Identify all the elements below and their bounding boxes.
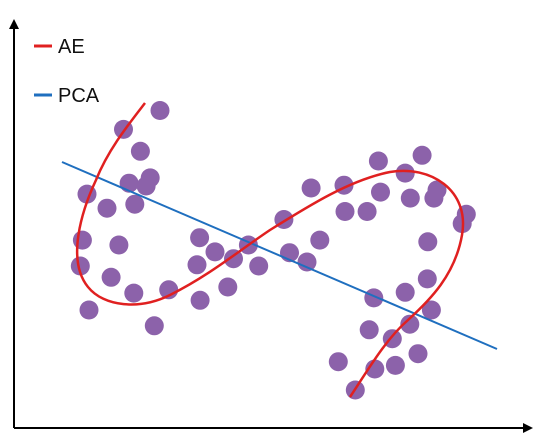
data-points bbox=[70, 101, 476, 400]
data-point-10 bbox=[72, 230, 92, 250]
data-point-30 bbox=[301, 178, 321, 198]
data-point-25 bbox=[249, 256, 269, 276]
data-point-9 bbox=[125, 194, 145, 214]
data-point-19 bbox=[218, 277, 238, 297]
data-point-8 bbox=[97, 198, 117, 218]
data-point-43 bbox=[418, 232, 438, 252]
data-point-35 bbox=[368, 151, 388, 171]
legend-pca-label: PCA bbox=[58, 85, 100, 107]
data-point-18 bbox=[190, 290, 210, 310]
data-point-21 bbox=[190, 228, 210, 248]
data-point-12 bbox=[70, 256, 90, 276]
data-point-37 bbox=[412, 145, 432, 165]
data-point-20 bbox=[187, 255, 207, 275]
data-point-46 bbox=[421, 300, 441, 320]
data-point-52 bbox=[385, 355, 405, 375]
data-point-45 bbox=[395, 282, 415, 302]
data-point-44 bbox=[417, 269, 437, 289]
legend-ae-label: AE bbox=[58, 36, 85, 58]
ae-curve bbox=[75, 102, 465, 398]
data-point-34 bbox=[371, 182, 390, 202]
data-point-3 bbox=[130, 141, 150, 161]
data-point-22 bbox=[205, 242, 225, 262]
data-point-17 bbox=[144, 316, 164, 336]
data-point-51 bbox=[408, 344, 428, 364]
data-point-11 bbox=[109, 235, 129, 255]
data-point-23 bbox=[224, 249, 243, 269]
pca-line bbox=[61, 161, 498, 350]
data-point-48 bbox=[359, 320, 379, 340]
data-point-33 bbox=[357, 202, 377, 221]
data-point-54 bbox=[328, 352, 348, 372]
data-point-36 bbox=[395, 163, 415, 183]
data-point-32 bbox=[335, 202, 355, 221]
data-point-15 bbox=[79, 300, 99, 320]
data-point-13 bbox=[101, 267, 121, 287]
data-point-38 bbox=[400, 188, 420, 208]
data-point-28 bbox=[297, 252, 317, 272]
data-point-2 bbox=[150, 101, 170, 120]
legend: AE PCA bbox=[34, 36, 100, 107]
data-point-50 bbox=[400, 314, 420, 334]
data-point-29 bbox=[310, 230, 330, 250]
data-point-6 bbox=[136, 176, 156, 196]
data-point-14 bbox=[124, 283, 144, 303]
data-point-40 bbox=[427, 180, 447, 200]
